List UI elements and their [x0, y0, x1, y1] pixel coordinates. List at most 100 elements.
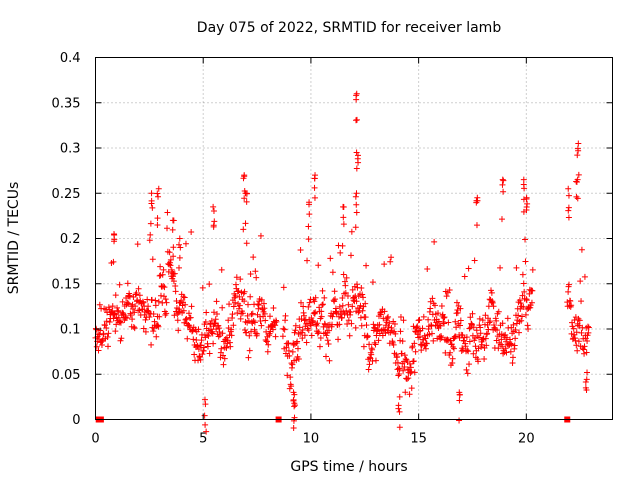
y-tick-label: 0	[72, 413, 80, 428]
data-point	[431, 302, 438, 309]
data-point	[327, 255, 334, 262]
data-point	[463, 334, 470, 341]
data-point	[171, 312, 178, 319]
data-point	[186, 322, 193, 329]
data-point	[397, 328, 404, 335]
data-point	[495, 345, 502, 352]
data-point	[146, 237, 153, 244]
data-point	[469, 310, 476, 317]
data-point	[443, 293, 450, 300]
data-point	[475, 334, 482, 341]
x-tick-label: 0	[91, 432, 99, 447]
data-point	[421, 332, 428, 339]
data-point	[112, 292, 119, 299]
data-point	[234, 310, 241, 317]
data-point	[245, 354, 252, 361]
data-point	[308, 332, 315, 339]
data-point	[317, 335, 324, 342]
data-point	[148, 296, 155, 303]
data-point	[170, 244, 177, 251]
data-point	[176, 306, 183, 313]
data-point	[424, 266, 431, 273]
data-point	[254, 330, 261, 337]
data-point	[584, 323, 591, 330]
data-point	[509, 359, 516, 366]
data-point	[499, 176, 506, 183]
data-point	[473, 222, 480, 229]
data-point	[241, 173, 248, 180]
data-point	[131, 309, 138, 316]
data-point	[349, 286, 356, 293]
data-point	[195, 326, 202, 333]
data-point	[581, 343, 588, 350]
data-point	[232, 299, 239, 306]
data-point	[438, 303, 445, 310]
data-point	[142, 316, 149, 323]
data-point	[525, 326, 532, 333]
data-point	[565, 214, 572, 221]
data-point	[184, 335, 191, 342]
data-point	[342, 282, 349, 289]
data-point	[210, 203, 217, 210]
data-point	[156, 272, 163, 279]
data-point	[164, 209, 171, 216]
x-tick-label: 15	[410, 432, 427, 447]
data-point	[315, 329, 322, 336]
data-point	[394, 353, 401, 360]
data-point	[204, 343, 211, 350]
data-point	[509, 354, 516, 361]
x-tick-label: 5	[199, 432, 207, 447]
data-point	[152, 302, 159, 309]
data-point	[473, 197, 480, 204]
data-point	[273, 318, 280, 325]
data-point	[575, 171, 582, 178]
data-point	[253, 274, 260, 281]
data-point	[518, 317, 525, 324]
data-point	[461, 273, 468, 280]
data-point	[182, 316, 189, 323]
data-point	[436, 322, 443, 329]
data-point	[291, 391, 298, 398]
data-point	[242, 220, 249, 227]
data-point	[99, 336, 106, 343]
data-point	[452, 318, 459, 325]
data-point	[340, 214, 347, 221]
data-point	[311, 184, 318, 191]
data-point	[402, 355, 409, 362]
data-point	[339, 242, 346, 249]
data-point	[482, 312, 489, 319]
data-point	[295, 356, 302, 363]
data-point	[488, 299, 495, 306]
data-point	[345, 301, 352, 308]
data-point	[215, 333, 222, 340]
data-point	[567, 298, 574, 305]
data-point	[243, 240, 250, 247]
data-point	[447, 337, 454, 344]
data-point	[149, 204, 156, 211]
data-point	[187, 314, 194, 321]
data-point	[131, 325, 138, 332]
data-point	[574, 152, 581, 159]
data-point	[401, 352, 408, 359]
data-point	[191, 351, 198, 358]
data-point	[519, 313, 526, 320]
data-point	[427, 298, 434, 305]
data-point	[113, 321, 120, 328]
data-point	[456, 397, 463, 404]
data-point	[124, 299, 131, 306]
x-tick-label: 10	[303, 432, 320, 447]
data-point	[466, 361, 473, 368]
data-point	[164, 225, 171, 232]
data-point	[243, 190, 250, 197]
data-point	[148, 341, 155, 348]
data-point	[376, 321, 383, 328]
data-point	[220, 361, 227, 368]
data-point	[305, 223, 312, 230]
data-point	[140, 325, 147, 332]
data-point	[437, 322, 444, 329]
data-point	[456, 417, 463, 424]
data-point	[440, 314, 447, 321]
data-point	[473, 327, 480, 334]
data-point	[206, 281, 213, 288]
data-point	[132, 303, 139, 310]
